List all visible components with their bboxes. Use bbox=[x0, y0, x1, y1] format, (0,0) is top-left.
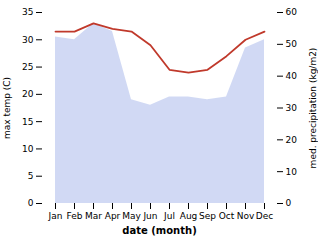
svg-text:Sep: Sep bbox=[199, 211, 216, 221]
svg-text:30: 30 bbox=[286, 103, 298, 113]
svg-text:60: 60 bbox=[286, 7, 298, 17]
svg-text:Jan: Jan bbox=[48, 211, 63, 221]
svg-text:date (month): date (month) bbox=[122, 225, 196, 236]
svg-text:Feb: Feb bbox=[67, 211, 83, 221]
svg-text:Jun: Jun bbox=[142, 211, 157, 221]
svg-text:Oct: Oct bbox=[219, 211, 235, 221]
svg-text:20: 20 bbox=[286, 135, 298, 145]
svg-text:Jul: Jul bbox=[163, 211, 175, 221]
svg-text:Nov: Nov bbox=[237, 211, 255, 221]
svg-text:0: 0 bbox=[286, 198, 292, 208]
svg-text:Dec: Dec bbox=[256, 211, 273, 221]
svg-text:15: 15 bbox=[22, 117, 33, 127]
svg-text:5: 5 bbox=[28, 171, 34, 181]
svg-text:40: 40 bbox=[286, 71, 298, 81]
svg-text:Mar: Mar bbox=[85, 211, 102, 221]
svg-text:10: 10 bbox=[286, 167, 298, 177]
svg-text:Apr: Apr bbox=[105, 211, 121, 221]
svg-text:20: 20 bbox=[22, 89, 34, 99]
svg-text:0: 0 bbox=[28, 198, 34, 208]
svg-text:35: 35 bbox=[22, 7, 33, 17]
svg-text:30: 30 bbox=[22, 35, 34, 45]
svg-text:med. precipitation (kg/m2): med. precipitation (kg/m2) bbox=[308, 48, 318, 169]
svg-text:50: 50 bbox=[286, 39, 298, 49]
svg-text:25: 25 bbox=[22, 62, 33, 72]
svg-text:May: May bbox=[122, 211, 141, 221]
svg-text:max temp (C): max temp (C) bbox=[2, 77, 12, 139]
svg-text:10: 10 bbox=[22, 144, 34, 154]
svg-text:Aug: Aug bbox=[180, 211, 198, 221]
